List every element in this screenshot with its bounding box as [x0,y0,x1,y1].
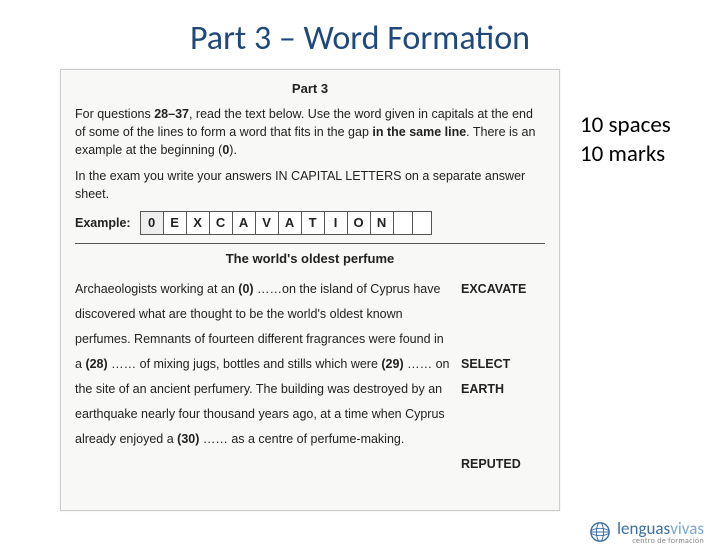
q-range: 28–37 [154,107,189,121]
stem-word [461,402,545,427]
brand-logo: lenguasvivas centro de formación [589,518,704,546]
letter-box: E [163,211,187,235]
instr-emph: in the same line [372,125,466,139]
stem-word: REPUTED [461,452,545,477]
example-row: Example: 0EXCAVATION [75,211,545,235]
letter-box: X [186,211,210,235]
part-label: Part 3 [75,80,545,99]
letter-box: C [209,211,233,235]
stem-word [461,302,545,327]
example-boxes: 0EXCAVATION [141,211,432,235]
passage-text: Archaeologists working at an (0) ……on th… [75,277,451,502]
stem-word [461,327,545,352]
passage-title: The world's oldest perfume [75,250,545,269]
instructions-2: In the exam you write your answers IN CA… [75,167,545,203]
stem-word: EARTH [461,377,545,402]
side-line: 10 spaces [580,111,671,140]
letter-box: O [347,211,371,235]
instr-text: For questions [75,107,154,121]
letter-box: A [232,211,256,235]
page-title: Part 3 – Word Formation [0,18,720,59]
letter-box: N [370,211,394,235]
instructions-1: For questions 28–37, read the text below… [75,105,545,159]
content-wrap: Part 3 For questions 28–37, read the tex… [0,69,720,511]
letter-box: T [301,211,325,235]
letter-box: A [278,211,302,235]
letter-box: V [255,211,279,235]
stem-word: SELECT [461,352,545,377]
letter-box-empty [412,211,432,235]
example-label: Example: [75,214,131,232]
passage-area: Archaeologists working at an (0) ……on th… [75,277,545,502]
stem-word [461,477,545,502]
brand-text: lenguasvivas centro de formación [617,518,704,546]
stem-word [461,427,545,452]
letter-box: I [324,211,348,235]
separator [75,243,545,244]
exam-scan: Part 3 For questions 28–37, read the tex… [60,69,560,511]
letter-box-empty [393,211,413,235]
side-note: 10 spaces 10 marks [580,111,671,169]
side-line: 10 marks [580,140,671,169]
stem-column: EXCAVATE SELECTEARTH REPUTED [461,277,545,502]
instr-text: ). [229,143,237,157]
stem-word: EXCAVATE [461,277,545,302]
letter-box: 0 [140,211,164,235]
